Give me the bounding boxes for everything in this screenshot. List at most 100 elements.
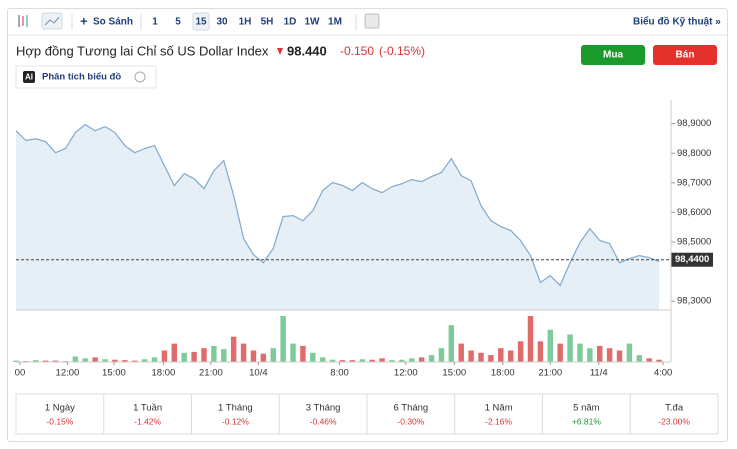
volume-bar	[141, 359, 148, 362]
period-change: -0.46%	[310, 416, 337, 426]
period-label: T.đa	[665, 403, 684, 414]
volume-bar	[290, 343, 296, 362]
ai-badge	[23, 71, 35, 83]
period-change: +6.81%	[572, 416, 602, 426]
y-tick-label: 98,7000	[677, 177, 711, 188]
volume-bar	[656, 359, 662, 362]
interval-button[interactable]: 30	[216, 17, 228, 28]
buy-button[interactable]	[581, 45, 645, 65]
instrument-title: Hợp đồng Tương lai Chỉ số US Dollar Inde…	[16, 43, 269, 58]
volume-bar	[547, 329, 553, 362]
volume-bar	[171, 343, 178, 362]
volume-bar	[112, 359, 118, 362]
period-label: 1 Ngày	[45, 403, 75, 414]
volume-bar	[636, 355, 643, 362]
interval-button[interactable]: 5	[175, 17, 181, 28]
volume-bar	[577, 343, 583, 362]
down-arrow	[277, 48, 283, 55]
interval-button[interactable]: 1	[152, 17, 158, 28]
x-tick-label: 8:00	[330, 368, 349, 379]
volume-bar	[250, 350, 257, 362]
x-tick-label: 15:00	[442, 368, 466, 379]
y-tick-label: 98,3000	[677, 296, 711, 307]
interval-button[interactable]: 1H	[239, 17, 252, 28]
ai-box[interactable]	[15, 65, 157, 89]
volume-bar	[319, 357, 326, 362]
period-label: 5 năm	[573, 403, 599, 414]
volume-bar	[587, 348, 593, 362]
volume-bar	[557, 343, 563, 362]
volume-bar	[310, 352, 316, 362]
volume-bar	[92, 357, 98, 362]
interval-button[interactable]: 1M	[328, 17, 342, 28]
y-tick-label: 98,6000	[677, 207, 711, 218]
volume-bar	[221, 349, 227, 362]
volume-bar	[191, 351, 197, 362]
period-change: -0.15%	[46, 416, 73, 426]
interval-button[interactable]: 1W	[305, 17, 321, 28]
y-tick-label: 98,8000	[677, 148, 711, 159]
volume-bar	[102, 359, 108, 362]
info-icon[interactable]	[134, 71, 146, 83]
technical-link[interactable]: Biểu đồ Kỹ thuật »	[633, 16, 721, 28]
volume-bar	[409, 358, 415, 362]
volume-bar	[161, 350, 168, 362]
x-tick-label: 21:00	[538, 368, 562, 379]
x-tick-label: 11/4	[590, 368, 608, 379]
volume-bar	[646, 358, 652, 362]
period-change: -1.42%	[134, 416, 161, 426]
interval-button[interactable]: 15	[195, 17, 207, 28]
plus-icon: +	[80, 13, 88, 28]
volume-bar	[359, 359, 366, 362]
settings-icon[interactable]	[364, 13, 380, 29]
volume-bar	[72, 356, 79, 362]
interval-active	[192, 12, 210, 31]
volume-bar	[379, 358, 385, 362]
volume-bar	[537, 341, 544, 362]
candle-icon[interactable]	[16, 14, 30, 28]
x-tick-label: 4:00	[654, 368, 673, 379]
widget-frame	[7, 8, 728, 442]
volume-bar	[498, 348, 504, 362]
volume-bar	[428, 355, 435, 362]
sell-label: Bán	[676, 50, 695, 61]
x-tick-label: 00	[15, 368, 26, 379]
volume-bar	[151, 357, 158, 362]
interval-button[interactable]: 5H	[261, 17, 274, 28]
change: -0.150	[340, 44, 374, 58]
volume-bar	[448, 325, 455, 362]
volume-bar	[33, 360, 39, 362]
period-label: 6 Tháng	[394, 403, 429, 414]
volume-bar	[399, 359, 405, 362]
volume-bar	[42, 360, 49, 362]
volume-bar	[300, 345, 306, 362]
volume-bar	[82, 358, 88, 362]
volume-bar	[52, 360, 59, 362]
volume-bar	[181, 352, 187, 362]
last-price-label: 98,4400	[675, 254, 709, 265]
period-change: -0.30%	[397, 416, 424, 426]
volume-bar	[626, 343, 633, 362]
volume-bar	[567, 334, 573, 362]
interval-button[interactable]: 1D	[284, 17, 297, 28]
x-tick-label: 15:00	[102, 368, 126, 379]
period-change: -23.00%	[658, 416, 690, 426]
area	[16, 124, 660, 311]
volume-bar	[13, 360, 19, 362]
x-tick-label: 10/4	[249, 368, 268, 379]
y-tick-label: 98,9000	[677, 118, 711, 129]
volume-bar	[458, 343, 464, 362]
last-price-box	[671, 252, 713, 267]
compare-button[interactable]: So Sánh	[93, 17, 133, 28]
ai-badge-text: AI	[25, 73, 33, 82]
volume-bar	[132, 360, 138, 362]
volume-bar	[240, 343, 247, 362]
volume-bar	[597, 345, 603, 362]
ai-label: Phân tích biểu đồ	[42, 72, 121, 83]
volume-bar	[201, 348, 207, 362]
sell-button[interactable]	[653, 45, 717, 65]
period-label: 1 Tuần	[133, 403, 162, 414]
volume-bar	[478, 352, 484, 362]
